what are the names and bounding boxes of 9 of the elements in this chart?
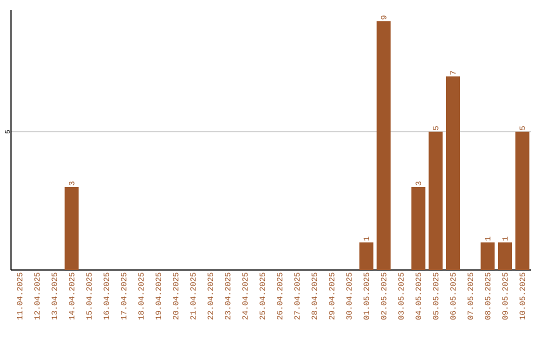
- bar: [446, 76, 460, 270]
- bar: [376, 21, 391, 270]
- bar: [428, 132, 443, 270]
- bar: [515, 132, 530, 270]
- bar: [64, 187, 79, 270]
- bar: [359, 242, 374, 270]
- bar: [480, 242, 495, 270]
- bar: [498, 242, 512, 270]
- bar: [411, 187, 426, 270]
